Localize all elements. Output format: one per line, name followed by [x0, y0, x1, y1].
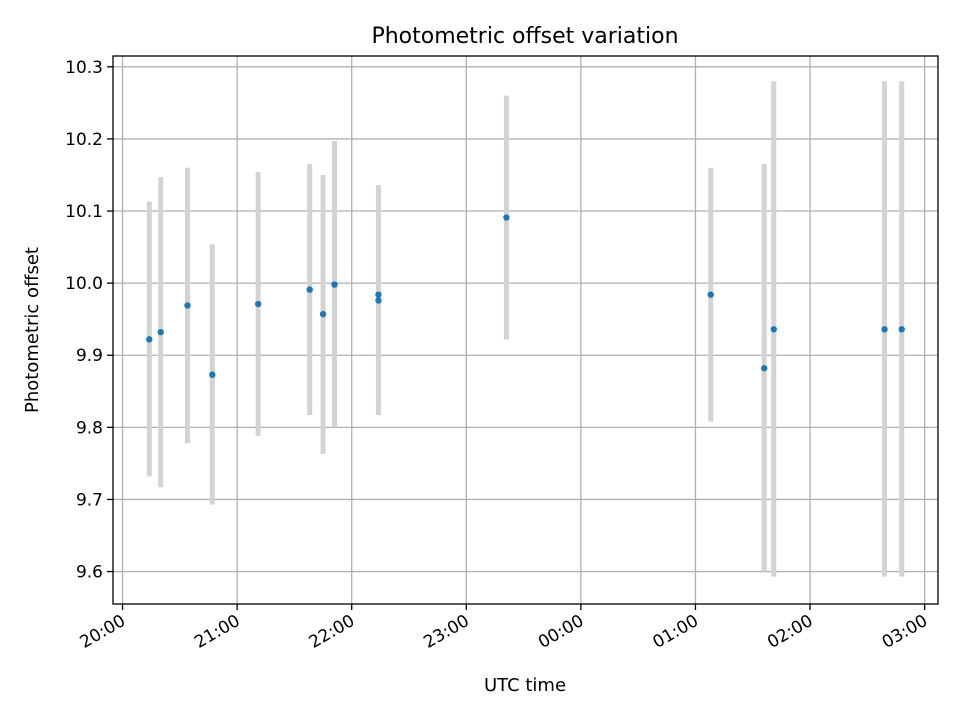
data-point — [306, 286, 313, 293]
y-tick-label: 9.6 — [76, 563, 103, 583]
y-tick-label: 10.2 — [65, 130, 103, 150]
data-point — [157, 328, 164, 336]
plot-frame — [112, 55, 939, 605]
chart-title: Photometric offset variation — [371, 24, 678, 49]
y-tick-label: 10.1 — [65, 202, 103, 222]
data-point — [209, 371, 216, 378]
y-axis-label: Photometric offset — [22, 247, 43, 413]
data-point — [254, 300, 262, 308]
y-axis: 9.6 9.7 9.8 9.9 10.0 10.1 10.2 10.3 — [65, 58, 113, 583]
y-tick-label: 9.9 — [76, 346, 103, 366]
grid — [113, 56, 938, 604]
data-point — [375, 291, 382, 298]
data-point — [375, 297, 382, 304]
data-point — [503, 214, 510, 221]
y-tick-label: 9.8 — [76, 418, 103, 438]
y-tick-label: 10.0 — [65, 274, 103, 294]
data-point — [881, 326, 888, 333]
data-point — [898, 326, 905, 333]
data-point — [770, 326, 777, 333]
data-point — [761, 365, 768, 372]
data-point — [331, 281, 338, 288]
x-axis-label: UTC time — [484, 675, 566, 696]
data-point — [707, 291, 714, 298]
data-point — [146, 336, 153, 343]
y-tick-label: 10.3 — [65, 58, 103, 78]
point-layer — [146, 214, 905, 378]
y-tick-label: 9.7 — [76, 490, 103, 510]
data-point — [184, 302, 191, 309]
data-point — [319, 310, 327, 318]
